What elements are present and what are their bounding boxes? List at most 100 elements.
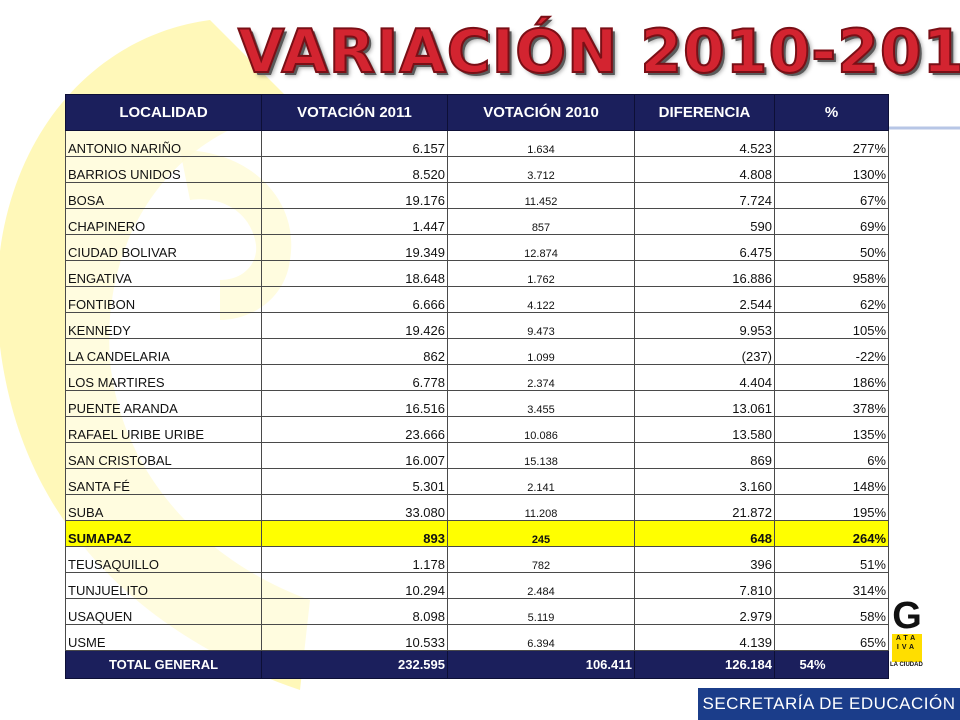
cell-diferencia: 126.184 [634, 650, 775, 679]
cell-diferencia: 2.979 [634, 598, 775, 625]
cell-localidad: TOTAL GENERAL [65, 650, 262, 679]
cell-localidad: ANTONIO NARIÑO [65, 130, 262, 157]
cell-localidad: SANTA FÉ [65, 468, 262, 495]
cell-porcentaje: 135% [774, 416, 889, 443]
cell-localidad: USAQUEN [65, 598, 262, 625]
table-row: TUNJUELITO 10.294 2.484 7.810 314% [65, 572, 889, 599]
cell-votacion-2011: 19.349 [261, 234, 448, 261]
cell-diferencia: 869 [634, 442, 775, 469]
cell-diferencia: 13.580 [634, 416, 775, 443]
cell-votacion-2010: 3.712 [447, 156, 635, 183]
table-row: USME 10.533 6.394 4.139 65% [65, 624, 889, 651]
cell-votacion-2011: 23.666 [261, 416, 448, 443]
cell-localidad: LA CANDELARIA [65, 338, 262, 365]
cell-votacion-2010: 1.099 [447, 338, 635, 365]
cell-votacion-2011: 19.426 [261, 312, 448, 339]
cell-localidad: SUBA [65, 494, 262, 521]
cell-localidad: FONTIBON [65, 286, 262, 313]
table-row: LA CANDELARIA 862 1.099 (237) -22% [65, 338, 889, 365]
table-row: BARRIOS UNIDOS 8.520 3.712 4.808 130% [65, 156, 889, 183]
header-diferencia: DIFERENCIA [634, 94, 775, 131]
cell-diferencia: 3.160 [634, 468, 775, 495]
cell-localidad: LOS MARTIRES [65, 364, 262, 391]
cell-porcentaje: 62% [774, 286, 889, 313]
cell-votacion-2011: 893 [261, 520, 448, 547]
cell-porcentaje: 314% [774, 572, 889, 599]
cell-votacion-2011: 862 [261, 338, 448, 365]
table-row: CHAPINERO 1.447 857 590 69% [65, 208, 889, 235]
cell-votacion-2010: 2.141 [447, 468, 635, 495]
cell-diferencia: 7.724 [634, 182, 775, 209]
cell-porcentaje: 264% [774, 520, 889, 547]
cell-votacion-2010: 2.374 [447, 364, 635, 391]
table-header-row: LOCALIDAD VOTACIÓN 2011 VOTACIÓN 2010 DI… [65, 94, 889, 131]
cell-porcentaje: 65% [774, 624, 889, 651]
cell-porcentaje: 186% [774, 364, 889, 391]
cell-diferencia: 6.475 [634, 234, 775, 261]
cell-votacion-2011: 19.176 [261, 182, 448, 209]
table-row: ANTONIO NARIÑO 6.157 1.634 4.523 277% [65, 130, 889, 157]
cell-porcentaje: 130% [774, 156, 889, 183]
cell-localidad: SAN CRISTOBAL [65, 442, 262, 469]
header-localidad: LOCALIDAD [65, 94, 262, 131]
logo-box: ATA IVA [892, 634, 922, 662]
cell-diferencia: 4.404 [634, 364, 775, 391]
cell-votacion-2010: 5.119 [447, 598, 635, 625]
cell-diferencia: 4.523 [634, 130, 775, 157]
cell-votacion-2011: 16.007 [261, 442, 448, 469]
cell-votacion-2011: 5.301 [261, 468, 448, 495]
cell-votacion-2010: 1.634 [447, 130, 635, 157]
cell-diferencia: 9.953 [634, 312, 775, 339]
cell-diferencia: 21.872 [634, 494, 775, 521]
table-row: RAFAEL URIBE URIBE 23.666 10.086 13.580 135% [65, 416, 889, 443]
cell-diferencia: 13.061 [634, 390, 775, 417]
cell-porcentaje: 105% [774, 312, 889, 339]
table-row: BOSA 19.176 11.452 7.724 67% [65, 182, 889, 209]
cell-localidad: ENGATIVA [65, 260, 262, 287]
cell-porcentaje: 277% [774, 130, 889, 157]
cell-votacion-2010: 11.208 [447, 494, 635, 521]
footer-secretaria: SECRETARÍA DE EDUCACIÓN [698, 688, 960, 720]
cell-votacion-2010: 4.122 [447, 286, 635, 313]
cell-votacion-2010: 10.086 [447, 416, 635, 443]
cell-votacion-2011: 18.648 [261, 260, 448, 287]
cell-diferencia: 396 [634, 546, 775, 573]
cell-diferencia: 7.810 [634, 572, 775, 599]
cell-diferencia: 16.886 [634, 260, 775, 287]
cell-diferencia: 2.544 [634, 286, 775, 313]
cell-porcentaje: 148% [774, 468, 889, 495]
cell-votacion-2010: 12.874 [447, 234, 635, 261]
cell-votacion-2011: 232.595 [261, 650, 448, 679]
cell-votacion-2010: 9.473 [447, 312, 635, 339]
cell-diferencia: 648 [634, 520, 775, 547]
cell-diferencia: (237) [634, 338, 775, 365]
cell-votacion-2011: 1.178 [261, 546, 448, 573]
table-row: TEUSAQUILLO 1.178 782 396 51% [65, 546, 889, 573]
cell-porcentaje: 6% [774, 442, 889, 469]
cell-votacion-2010: 15.138 [447, 442, 635, 469]
cell-votacion-2010: 782 [447, 546, 635, 573]
cell-porcentaje: 50% [774, 234, 889, 261]
cell-votacion-2011: 10.533 [261, 624, 448, 651]
cell-porcentaje: 54% [774, 650, 889, 679]
table-row: FONTIBON 6.666 4.122 2.544 62% [65, 286, 889, 313]
cell-localidad: PUENTE ARANDA [65, 390, 262, 417]
cell-votacion-2010: 11.452 [447, 182, 635, 209]
cell-votacion-2011: 6.778 [261, 364, 448, 391]
logo-caption: LA CIUDAD [890, 662, 923, 668]
table-row: SUMAPAZ 893 245 648 264% [65, 520, 889, 547]
table-row: SAN CRISTOBAL 16.007 15.138 869 6% [65, 442, 889, 469]
cell-localidad: CHAPINERO [65, 208, 262, 235]
cell-votacion-2010: 1.762 [447, 260, 635, 287]
cell-localidad: BARRIOS UNIDOS [65, 156, 262, 183]
header-porcentaje: % [774, 94, 889, 131]
cell-diferencia: 4.139 [634, 624, 775, 651]
cell-porcentaje: -22% [774, 338, 889, 365]
table-row: ENGATIVA 18.648 1.762 16.886 958% [65, 260, 889, 287]
cell-porcentaje: 958% [774, 260, 889, 287]
table-row: CIUDAD BOLIVAR 19.349 12.874 6.475 50% [65, 234, 889, 261]
cell-votacion-2011: 6.157 [261, 130, 448, 157]
cell-votacion-2010: 3.455 [447, 390, 635, 417]
cell-porcentaje: 195% [774, 494, 889, 521]
cell-votacion-2010: 2.484 [447, 572, 635, 599]
